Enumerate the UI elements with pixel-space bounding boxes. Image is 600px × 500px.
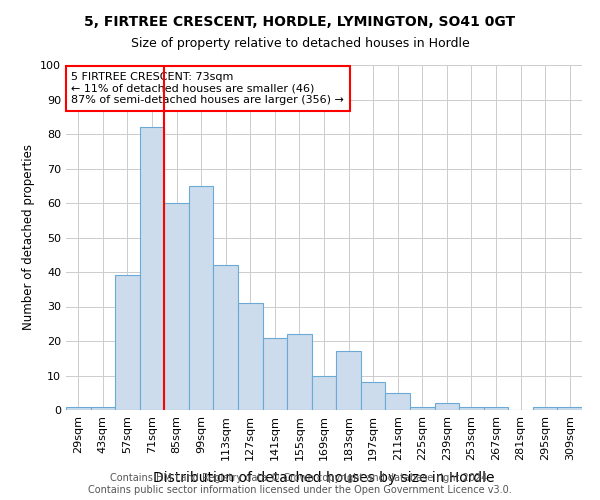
Bar (91, 406, 115, 410)
Bar (312, 376, 336, 410)
Bar (459, 406, 484, 410)
Bar (115, 276, 140, 410)
X-axis label: Distribution of detached houses by size in Hordle: Distribution of detached houses by size … (153, 471, 495, 485)
Bar (287, 334, 312, 410)
Bar (533, 406, 557, 410)
Text: 5 FIRTREE CRESCENT: 73sqm
← 11% of detached houses are smaller (46)
87% of semi-: 5 FIRTREE CRESCENT: 73sqm ← 11% of detac… (71, 72, 344, 105)
Bar (410, 406, 434, 410)
Text: Contains HM Land Registry data © Crown copyright and database right 2024.
Contai: Contains HM Land Registry data © Crown c… (88, 474, 512, 495)
Bar (361, 382, 385, 410)
Bar (164, 203, 189, 410)
Bar (214, 265, 238, 410)
Y-axis label: Number of detached properties: Number of detached properties (22, 144, 35, 330)
Bar (189, 186, 214, 410)
Bar (238, 303, 263, 410)
Bar (336, 352, 361, 410)
Bar (434, 403, 459, 410)
Text: Size of property relative to detached houses in Hordle: Size of property relative to detached ho… (131, 38, 469, 51)
Bar (484, 406, 508, 410)
Bar (557, 406, 582, 410)
Bar (263, 338, 287, 410)
Bar (140, 127, 164, 410)
Text: 5, FIRTREE CRESCENT, HORDLE, LYMINGTON, SO41 0GT: 5, FIRTREE CRESCENT, HORDLE, LYMINGTON, … (85, 15, 515, 29)
Bar (385, 393, 410, 410)
Bar (66, 406, 91, 410)
